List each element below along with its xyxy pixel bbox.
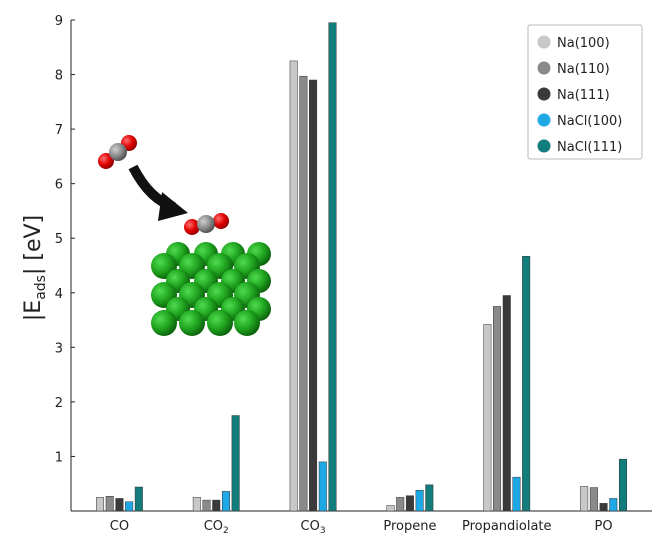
- surface-slab-icon: [151, 242, 271, 336]
- y-axis-label: |Eads| [eV]: [21, 215, 49, 321]
- y-tick-label: 2: [55, 396, 63, 411]
- legend-label: NaCl(100): [557, 114, 622, 129]
- bar-co-nacl111: [134, 486, 143, 512]
- y-tick-label: 6: [55, 178, 63, 193]
- bar-co-nacl100: [125, 501, 134, 512]
- slab-atom: [151, 310, 177, 336]
- bar-po-na100: [580, 486, 589, 512]
- bar-co3-nacl100: [318, 461, 327, 512]
- y-tick-label: 7: [55, 123, 63, 138]
- legend-swatch: [537, 113, 551, 127]
- slab-atom: [207, 310, 233, 336]
- y-tick-label: 8: [55, 69, 63, 84]
- y-tick-label: 1: [55, 450, 63, 465]
- bar-co3-nacl111: [328, 22, 337, 512]
- bar-co2-nacl111: [231, 415, 240, 512]
- bar-po-na111: [599, 503, 608, 512]
- bars: [96, 22, 627, 512]
- bar-co2-na111: [212, 499, 221, 512]
- bar-po-nacl100: [609, 498, 618, 512]
- bar-co3-na110: [299, 75, 308, 512]
- legend-swatch: [537, 35, 551, 49]
- y-ticks: 1 2 3 4 5 6 7 8 9: [55, 14, 75, 465]
- y-tick-label: 5: [55, 232, 63, 247]
- bar-propene-na100: [386, 505, 395, 512]
- slab-atom: [234, 310, 260, 336]
- legend-label: Na(100): [557, 36, 610, 51]
- y-tick-label: 4: [55, 287, 63, 302]
- bar-co2-na110: [202, 499, 211, 512]
- bar-propene-na111: [405, 495, 414, 512]
- legend-swatch: [537, 139, 551, 153]
- y-tick-label: 9: [55, 14, 63, 29]
- legend-label: Na(111): [557, 88, 610, 103]
- axes: [70, 20, 652, 512]
- slab-atom: [179, 310, 205, 336]
- bar-co2-nacl100: [221, 491, 230, 512]
- legend: Na(100) Na(110) Na(111) NaCl(100) NaCl(111): [527, 24, 643, 160]
- adsorption-illustration: [98, 135, 271, 336]
- y-tick-label: 3: [55, 341, 63, 356]
- bar-propene-nacl100: [415, 490, 424, 512]
- bar-po-nacl111: [618, 458, 627, 512]
- x-tick-label: CO3: [301, 519, 326, 534]
- bar-propandiolate-nacl111: [522, 255, 531, 512]
- bar-co-na110: [105, 496, 114, 512]
- bar-propandiolate-na100: [483, 324, 492, 512]
- x-tick-label: Propene: [383, 519, 436, 534]
- adsorbed-co2-icon: [184, 213, 229, 235]
- legend-swatch: [537, 61, 551, 75]
- bar-propandiolate-na111: [502, 295, 511, 512]
- legend-label: Na(110): [557, 62, 610, 77]
- bar-co-na100: [96, 497, 105, 512]
- x-tick-label: CO: [110, 519, 129, 534]
- legend-label: NaCl(111): [557, 140, 622, 155]
- bar-co-na111: [115, 498, 124, 512]
- curved-arrow-icon: [128, 164, 188, 221]
- x-tick-label: CO2: [204, 519, 229, 534]
- legend-box: [527, 24, 643, 160]
- bar-propandiolate-na110: [493, 306, 502, 512]
- bar-propandiolate-nacl100: [512, 476, 521, 512]
- bar-po-na110: [589, 487, 598, 512]
- bar-propene-na110: [396, 497, 405, 512]
- co2-molecule-icon: [98, 135, 137, 169]
- x-tick-label: PO: [595, 519, 613, 534]
- bar-propene-nacl111: [425, 484, 434, 512]
- bar-co2-na100: [192, 497, 201, 512]
- bar-co3-na111: [309, 79, 318, 512]
- bar-co3-na100: [289, 60, 298, 512]
- legend-swatch: [537, 87, 551, 101]
- x-tick-label: Propandiolate: [462, 519, 552, 534]
